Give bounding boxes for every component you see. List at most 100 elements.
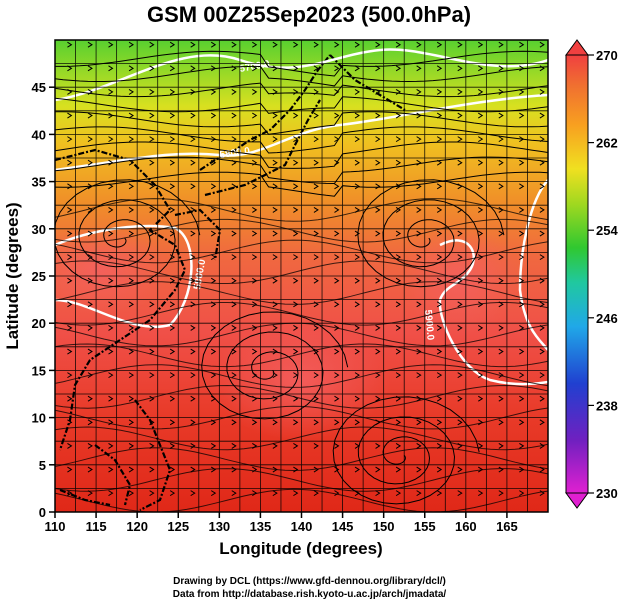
wind-arrow [539,372,545,379]
wind-arrow [457,324,463,331]
wind-arrow [190,206,196,213]
wind-arrow [108,65,114,72]
wind-arrow [210,442,217,449]
wind-arrow [190,254,196,261]
wind-arrow [416,230,422,237]
wind-arrow [539,183,545,190]
wind-arrow [169,159,176,166]
wind-arrow [272,442,278,449]
wind-arrow [272,41,278,48]
wind-arrow [539,324,545,331]
wind-arrow [67,442,73,449]
wind-arrow [108,395,114,402]
wind-arrow [252,277,258,284]
wind-arrow [108,372,114,379]
wind-arrow [498,41,504,48]
wind-arrow [190,136,196,143]
wind-arrow [128,301,135,308]
x-tick-label: 115 [86,519,107,534]
wind-arrow [334,230,340,237]
wind-arrow [539,490,545,497]
wind-arrow [519,301,525,308]
wind-arrow [252,65,258,72]
wind-arrow [190,183,196,190]
colorbar: 230 238 246 254 262 270 [565,39,618,509]
wind-arrow [252,372,258,379]
wind-arrow [67,112,73,119]
wind-arrow [519,183,525,190]
wind-arrow [169,88,176,95]
wind-arrow [231,230,237,237]
wind-arrow [457,419,463,426]
y-tick-label: 30 [32,222,46,237]
wind-arrow [457,88,463,95]
wind-arrow [519,159,525,166]
wind-arrow [87,112,93,119]
wind-arrow [210,65,217,72]
wind-arrow [190,466,196,473]
wind-arrow [67,372,73,379]
wind-arrow [395,348,402,355]
y-tick-label: 35 [32,175,46,190]
wind-arrow [190,301,196,308]
wind-arrow [67,183,73,190]
wind-arrow [498,324,504,331]
wind-arrow [149,348,155,355]
contour-labels: 5700.0 5800.0 5900.0 5900.0 [192,59,436,341]
wind-arrow [231,88,237,95]
wind-arrow [416,254,422,261]
wind-arrow [149,254,155,261]
wind-arrow [395,41,402,48]
wind-arrow [478,65,484,72]
wind-arrow [149,136,155,143]
wind-arrow [478,301,484,308]
wind-arrow [478,136,484,143]
wind-arrow [128,112,135,119]
x-tick-label: 150 [373,519,395,534]
wind-arrow [313,348,319,355]
x-tick-label: 165 [496,519,518,534]
wind-arrow [375,348,381,355]
wind-arrow [334,348,340,355]
wind-arrow [190,112,196,119]
wind-arrow [354,230,360,237]
wind-arrow [498,254,504,261]
wind-arrow [190,395,196,402]
wind-arrow [395,65,402,72]
y-tick-label: 25 [32,269,46,284]
wind-arrow [354,65,360,72]
wind-arrow [252,230,258,237]
wind-arrow [539,254,545,261]
wind-arrow [87,324,93,331]
wind-arrow [334,466,340,473]
y-tick-label: 45 [32,80,46,95]
wind-arrow [354,442,360,449]
wind-arrow [539,277,545,284]
wind-arrow [210,254,217,261]
vortex-streamline [357,179,505,288]
colorbar-tick-label: 238 [596,398,618,413]
wind-arrow [457,442,463,449]
wind-arrow [108,159,114,166]
wind-arrow [354,41,360,48]
wind-arrow [87,372,93,379]
wind-arrow [519,112,525,119]
wind-arrow [190,442,196,449]
y-tick-label: 10 [32,411,46,426]
wind-arrow [272,372,278,379]
wind-arrow [67,41,73,48]
wind-arrow [519,254,525,261]
wind-arrow [108,466,114,473]
wind-arrow [210,136,217,143]
wind-arrow [457,254,463,261]
wind-arrow [395,419,402,426]
wind-arrow [293,183,299,190]
wind-arrow [478,419,484,426]
wind-arrow [231,206,237,213]
wind-arrow [313,112,319,119]
colorbar-tick-label: 270 [596,48,618,63]
wind-arrow [169,136,176,143]
wind-arrow [539,88,545,95]
wind-arrow [498,395,504,402]
wind-arrow [313,301,319,308]
